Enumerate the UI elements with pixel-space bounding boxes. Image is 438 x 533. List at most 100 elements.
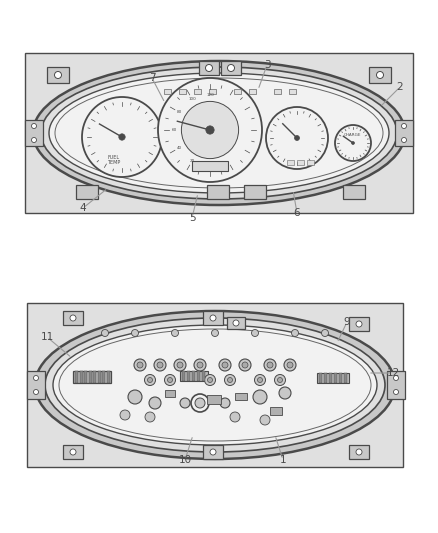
Circle shape: [180, 398, 190, 408]
Text: TEMP: TEMP: [107, 160, 120, 165]
Bar: [63, 445, 83, 459]
Bar: [324, 373, 327, 383]
Bar: [349, 317, 369, 331]
Bar: [192, 371, 195, 381]
Text: 7: 7: [148, 73, 155, 83]
Bar: [203, 445, 223, 459]
Bar: [209, 89, 216, 94]
Circle shape: [266, 107, 328, 169]
Circle shape: [227, 64, 234, 71]
Circle shape: [219, 359, 231, 371]
Bar: [93, 371, 96, 383]
Circle shape: [233, 320, 239, 326]
Circle shape: [356, 321, 362, 327]
Bar: [317, 373, 349, 383]
Ellipse shape: [35, 311, 395, 459]
Circle shape: [225, 375, 236, 385]
Bar: [221, 61, 241, 75]
Bar: [207, 185, 229, 199]
Circle shape: [32, 124, 36, 128]
Circle shape: [70, 315, 76, 321]
Circle shape: [174, 359, 186, 371]
Circle shape: [145, 375, 155, 385]
Bar: [343, 185, 365, 199]
Circle shape: [195, 398, 205, 408]
Bar: [187, 371, 190, 381]
Bar: [227, 317, 245, 329]
Bar: [182, 371, 185, 381]
Ellipse shape: [53, 325, 377, 445]
Circle shape: [197, 362, 203, 368]
Bar: [334, 373, 337, 383]
Bar: [73, 371, 111, 383]
Bar: [27, 303, 403, 467]
Text: 9: 9: [344, 317, 350, 327]
Bar: [297, 160, 304, 165]
Bar: [307, 160, 314, 165]
Bar: [369, 67, 391, 83]
Circle shape: [210, 449, 216, 455]
Circle shape: [131, 329, 138, 336]
Bar: [25, 53, 413, 213]
Circle shape: [70, 449, 76, 455]
Text: 6: 6: [294, 208, 300, 218]
Text: 20: 20: [190, 159, 195, 163]
Text: 40: 40: [177, 146, 182, 150]
Circle shape: [157, 362, 163, 368]
Ellipse shape: [49, 73, 389, 193]
Ellipse shape: [55, 78, 383, 188]
Circle shape: [239, 359, 251, 371]
Bar: [235, 393, 247, 400]
Bar: [76, 185, 98, 199]
Text: 100: 100: [188, 98, 196, 101]
Bar: [88, 371, 92, 383]
Ellipse shape: [41, 67, 397, 199]
Circle shape: [335, 125, 371, 161]
Circle shape: [227, 377, 233, 383]
Bar: [164, 89, 171, 94]
Circle shape: [253, 390, 267, 404]
Circle shape: [352, 142, 354, 144]
Circle shape: [33, 390, 39, 394]
Text: 12: 12: [386, 368, 399, 378]
Bar: [319, 373, 322, 383]
Circle shape: [205, 375, 215, 385]
Circle shape: [260, 415, 270, 425]
Circle shape: [208, 377, 212, 383]
Circle shape: [148, 377, 152, 383]
Bar: [84, 371, 87, 383]
Circle shape: [321, 329, 328, 336]
Circle shape: [377, 71, 384, 78]
Circle shape: [267, 362, 273, 368]
Circle shape: [194, 359, 206, 371]
Text: 2: 2: [397, 82, 403, 92]
Circle shape: [145, 412, 155, 422]
Bar: [47, 67, 69, 83]
Bar: [207, 395, 221, 404]
Circle shape: [33, 376, 39, 381]
Circle shape: [254, 375, 265, 385]
Bar: [289, 89, 296, 94]
Circle shape: [205, 64, 212, 71]
Bar: [63, 311, 83, 325]
Circle shape: [251, 329, 258, 336]
Circle shape: [172, 329, 179, 336]
Bar: [194, 89, 201, 94]
Circle shape: [222, 362, 228, 368]
Circle shape: [264, 359, 276, 371]
Bar: [102, 371, 105, 383]
Bar: [192, 161, 228, 171]
Text: CHARGE: CHARGE: [343, 133, 361, 137]
Ellipse shape: [45, 318, 385, 452]
Text: 120: 120: [206, 93, 214, 96]
Circle shape: [54, 71, 61, 78]
Circle shape: [230, 412, 240, 422]
Circle shape: [158, 78, 262, 182]
Bar: [75, 371, 78, 383]
Text: FUEL: FUEL: [108, 155, 120, 160]
Text: 5: 5: [189, 213, 195, 223]
Bar: [180, 371, 208, 381]
Bar: [249, 89, 256, 94]
Text: 80: 80: [177, 110, 182, 114]
Circle shape: [128, 390, 142, 404]
